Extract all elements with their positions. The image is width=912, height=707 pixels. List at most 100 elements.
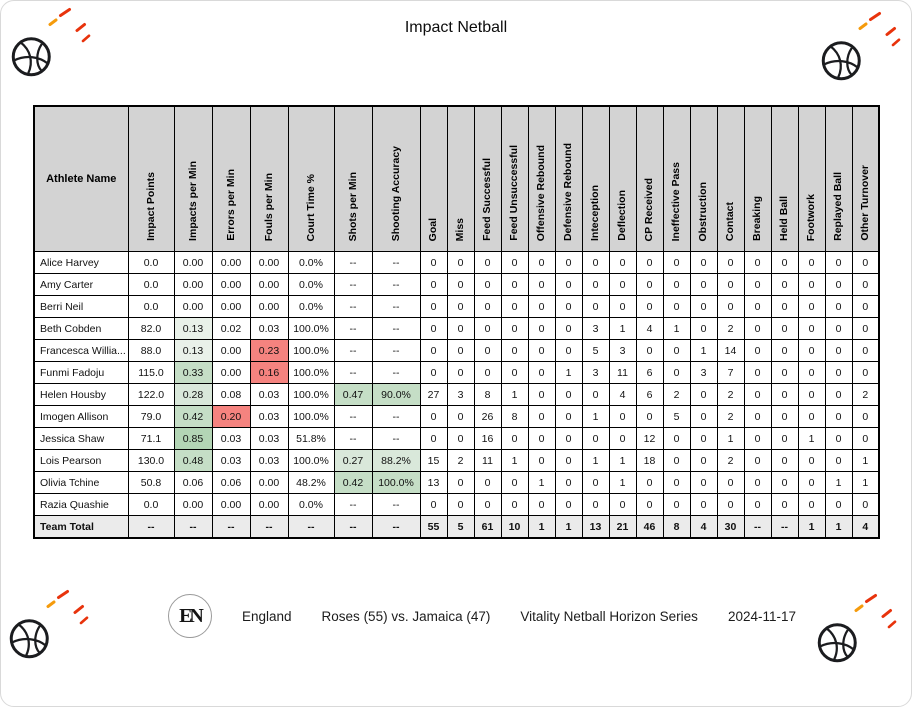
stat-cell: 0.0% xyxy=(287,251,335,274)
stat-cell: 0 xyxy=(770,405,799,428)
stat-cell: 88.2% xyxy=(371,449,421,472)
stat-cell: 0 xyxy=(581,273,610,296)
stat-cell: 0 xyxy=(689,493,718,516)
stat-cell: 0 xyxy=(554,251,583,274)
stat-cell: 0 xyxy=(770,449,799,472)
stat-cell: 0 xyxy=(608,427,637,450)
column-header-errors-per-min: Errors per Min xyxy=(211,105,251,252)
footer-match-score: Roses (55) vs. Jamaica (47) xyxy=(321,608,491,624)
stat-cell: 100.0% xyxy=(287,339,335,362)
stat-cell: 0 xyxy=(797,339,826,362)
stat-cell: 0 xyxy=(581,295,610,318)
match-footer: EN England Roses (55) vs. Jamaica (47) V… xyxy=(168,594,796,638)
stat-cell: 0.47 xyxy=(333,383,373,406)
stat-cell: 0 xyxy=(527,449,556,472)
stat-cell: 1 xyxy=(716,427,745,450)
stat-cell: 115.0 xyxy=(127,361,175,384)
stat-cell: 1 xyxy=(527,515,556,539)
stat-cell: 100.0% xyxy=(287,405,335,428)
stat-cell: 1 xyxy=(797,427,826,450)
stat-cell: 0 xyxy=(662,427,691,450)
stat-cell: 12 xyxy=(635,427,664,450)
stat-cell: 30 xyxy=(716,515,745,539)
stat-cell: 1 xyxy=(500,383,529,406)
stat-cell: 6 xyxy=(635,383,664,406)
column-header-impact-points: Impact Points xyxy=(127,105,175,252)
stat-cell: 26 xyxy=(473,405,502,428)
stat-cell: 51.8% xyxy=(287,427,335,450)
stat-cell: -- xyxy=(371,295,421,318)
stat-cell: 0 xyxy=(554,317,583,340)
stat-cell: 0 xyxy=(500,251,529,274)
stat-cell: 0.00 xyxy=(173,295,213,318)
stat-cell: 0 xyxy=(473,471,502,494)
stat-cell: 0 xyxy=(662,251,691,274)
table-row: Jessica Shaw 71.1 0.85 0.03 0.03 51.8% -- -- 0 0 1… xyxy=(33,427,880,450)
stat-cell: 0 xyxy=(662,493,691,516)
stat-cell: 0 xyxy=(851,405,880,428)
stat-cell: -- xyxy=(371,361,421,384)
stat-cell: 0.06 xyxy=(211,471,251,494)
stat-cell: 0 xyxy=(527,361,556,384)
en-monogram-icon: EN xyxy=(168,594,212,638)
stat-cell: 0 xyxy=(500,295,529,318)
stat-cell: -- xyxy=(371,405,421,428)
stat-cell: 14 xyxy=(716,339,745,362)
stat-cell: 16 xyxy=(473,427,502,450)
athlete-name-cell: Imogen Allison xyxy=(33,405,129,428)
stat-cell: 0 xyxy=(824,317,853,340)
stat-cell: 0.0 xyxy=(127,273,175,296)
stat-cell: -- xyxy=(371,339,421,362)
stat-cell: 1 xyxy=(824,471,853,494)
stat-cell: 0.06 xyxy=(173,471,213,494)
stat-cell: 0.03 xyxy=(249,383,289,406)
stat-cell: 0 xyxy=(716,251,745,274)
stat-cell: -- xyxy=(249,515,289,539)
table-row: Olivia Tchine 50.8 0.06 0.06 0.00 48.2% 0.42 10… xyxy=(33,471,880,494)
stat-cell: 0 xyxy=(473,317,502,340)
stat-cell: -- xyxy=(333,427,373,450)
stat-cell: 0 xyxy=(527,427,556,450)
stat-cell: 0.03 xyxy=(249,427,289,450)
stat-cell: 0 xyxy=(851,427,880,450)
stat-cell: 0 xyxy=(500,361,529,384)
stat-cell: -- xyxy=(333,273,373,296)
stat-cell: 4 xyxy=(635,317,664,340)
stat-cell: 0 xyxy=(473,251,502,274)
footer-team: England xyxy=(242,608,292,624)
athlete-name-cell: Razia Quashie xyxy=(33,493,129,516)
stat-cell: 4 xyxy=(689,515,718,539)
stat-cell: 0 xyxy=(446,493,475,516)
stat-cell: 2 xyxy=(716,449,745,472)
stat-cell: 0 xyxy=(527,295,556,318)
stat-cell: 0.42 xyxy=(333,471,373,494)
stat-cell: 0.00 xyxy=(249,273,289,296)
column-header-other-turnover: Other Turnover xyxy=(851,105,880,252)
stat-cell: 0 xyxy=(689,471,718,494)
footer-date: 2024-11-17 xyxy=(727,608,796,624)
stat-cell: 0 xyxy=(419,251,448,274)
stat-cell: 0 xyxy=(635,493,664,516)
stat-cell: 0.03 xyxy=(249,317,289,340)
stat-cell: 0 xyxy=(743,317,772,340)
stat-cell: 0.00 xyxy=(173,493,213,516)
stat-cell: 0 xyxy=(473,339,502,362)
stat-cell: 0 xyxy=(824,493,853,516)
stat-cell: 0.0 xyxy=(127,295,175,318)
stat-cell: 0 xyxy=(851,493,880,516)
stat-cell: 0 xyxy=(500,339,529,362)
stat-cell: 0 xyxy=(500,471,529,494)
table-row: Berri Neil 0.0 0.00 0.00 0.00 0.0% -- -- 0 0 0 0 0 0 0… xyxy=(33,295,880,318)
stat-cell: 0 xyxy=(554,383,583,406)
stat-cell: 0 xyxy=(419,405,448,428)
column-header-deflection: Deflection xyxy=(608,105,637,252)
stat-cell: 0.00 xyxy=(249,251,289,274)
stat-cell: 0 xyxy=(824,427,853,450)
stat-cell: 0 xyxy=(419,273,448,296)
stat-cell: 3 xyxy=(581,361,610,384)
stat-cell: 8 xyxy=(662,515,691,539)
stat-cell: 5 xyxy=(662,405,691,428)
stat-cell: 1 xyxy=(662,317,691,340)
stat-cell: 18 xyxy=(635,449,664,472)
column-header-cp-received: CP Received xyxy=(635,105,664,252)
